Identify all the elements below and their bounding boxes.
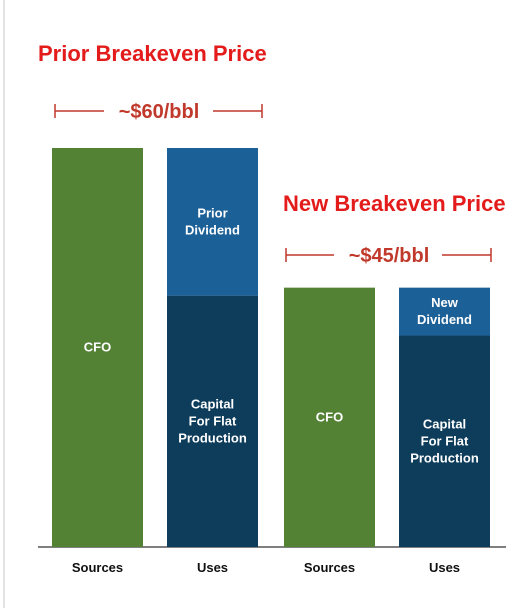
bar-segment-capital-for-flat-production xyxy=(167,295,258,547)
bar-segment-cfo xyxy=(52,148,143,547)
segment-label: Capital For Flat Production xyxy=(178,396,247,445)
chart-title-prior: Prior Breakeven Price xyxy=(38,41,267,66)
new-breakeven-group: New Breakeven Price ~$45/bbl xyxy=(283,191,506,267)
bar-segment-new-dividend xyxy=(399,287,490,336)
segment-label: CFO xyxy=(316,409,343,424)
bar-segment-cfo xyxy=(284,287,375,547)
x-axis-label-uses: Uses xyxy=(429,560,460,575)
bar-segment-prior-dividend xyxy=(167,148,258,296)
price-bracket-prior xyxy=(54,104,263,118)
segment-label: CFO xyxy=(84,340,111,355)
x-axis-label-sources: Sources xyxy=(72,560,123,575)
chart-title-new: New Breakeven Price xyxy=(283,191,506,216)
price-label-new: ~$45/bbl xyxy=(349,245,430,267)
segment-label: New Dividend xyxy=(417,295,472,327)
x-axis-label-sources: Sources xyxy=(304,560,355,575)
prior-breakeven-group: Prior Breakeven Price ~$60/bbl xyxy=(38,41,267,123)
x-axis-labels: Sources Uses Sources Uses xyxy=(72,560,460,575)
bar-segment-capital-for-flat-production xyxy=(399,335,490,547)
price-bracket-new xyxy=(285,248,492,262)
bars: CFO Capital For Flat Production Prior Dividen… xyxy=(52,148,490,547)
price-label-prior: ~$60/bbl xyxy=(119,101,200,123)
segment-label: Capital For Flat Production xyxy=(410,416,479,465)
segment-label: Prior Dividend xyxy=(185,205,240,237)
x-axis-label-uses: Uses xyxy=(197,560,228,575)
